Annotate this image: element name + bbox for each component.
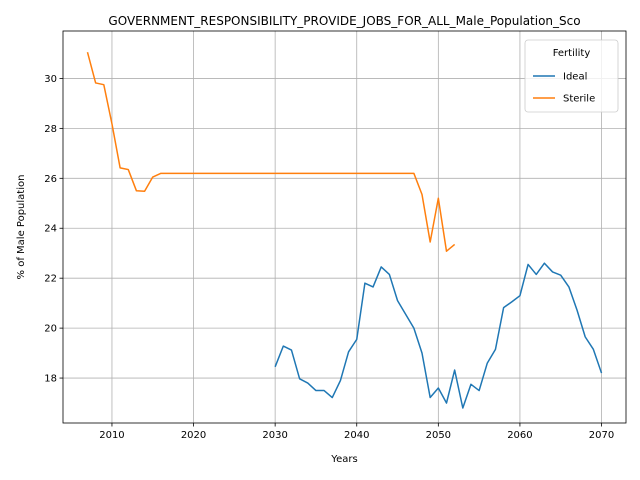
x-axis-label: Years [330, 454, 357, 465]
series-line-ideal [274, 262, 603, 409]
x-tick-label: 2040 [344, 430, 369, 441]
x-tick-label: 2070 [589, 430, 614, 441]
legend-items: Ideal Sterile [533, 72, 595, 105]
legend: Fertility Ideal Sterile [524, 39, 619, 113]
x-tick-label: 2030 [262, 430, 287, 441]
y-tick-label: 22 [44, 274, 57, 285]
y-tick-label: 26 [44, 174, 57, 185]
y-tick-label: 20 [44, 324, 57, 335]
grid-lines [63, 31, 626, 423]
y-tick-label: 18 [44, 374, 57, 385]
series-line-sterile [86, 52, 456, 252]
legend-title: Fertility [553, 48, 591, 59]
y-tick-label: 28 [44, 124, 57, 135]
y-tick-label: 30 [44, 74, 57, 85]
chart-title: GOVERNMENT_RESPONSIBILITY_PROVIDE_JOBS_F… [108, 14, 580, 28]
legend-box [524, 39, 619, 113]
plot-area-frame [62, 30, 627, 424]
legend-label-ideal: Ideal [563, 72, 587, 83]
series-lines [86, 52, 603, 409]
x-tick-label: 2020 [181, 430, 206, 441]
x-tick-label: 2050 [426, 430, 451, 441]
x-tick-label: 2060 [507, 430, 532, 441]
y-axis-label: % of Male Population [16, 175, 27, 280]
legend-label-sterile: Sterile [563, 94, 595, 105]
x-tick-label: 2010 [99, 430, 124, 441]
y-tick-label: 24 [44, 224, 57, 235]
axis-ticks: 2010 2020 2030 2040 2050 2060 2070 18 20 22 24 26 28… [44, 74, 614, 441]
